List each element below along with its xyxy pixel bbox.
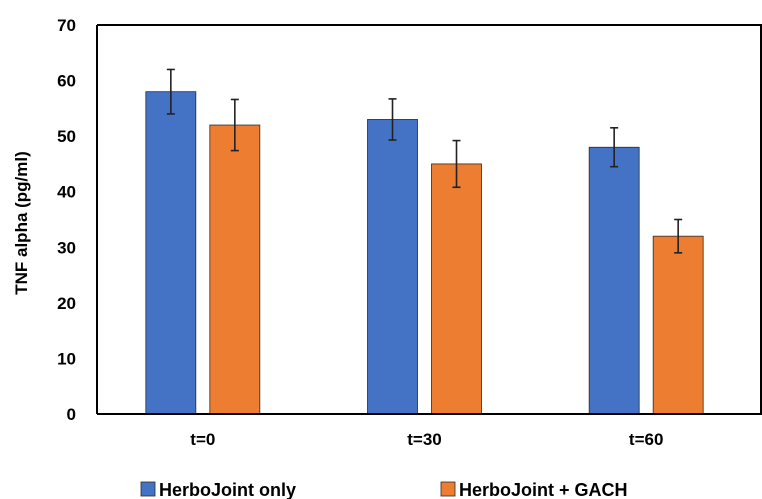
y-tick-label: 70 bbox=[57, 16, 76, 35]
legend-label-herbojoint-only: HerboJoint only bbox=[159, 480, 296, 499]
bars bbox=[145, 91, 704, 415]
error-bar bbox=[610, 127, 619, 168]
legend-label-herbojoint-gach: HerboJoint + GACH bbox=[459, 480, 628, 499]
y-tick-label: 40 bbox=[57, 183, 76, 202]
y-tick-label: 60 bbox=[57, 72, 76, 91]
y-tick-label: 30 bbox=[57, 238, 76, 257]
y-tick-label: 50 bbox=[57, 127, 76, 146]
bar-herbojoint-gach-t30 bbox=[431, 163, 482, 415]
bar-herbojoint-only-t0 bbox=[145, 91, 197, 415]
legend-swatch-herbojoint-only bbox=[140, 481, 156, 497]
error-bar bbox=[674, 218, 683, 254]
y-tick-label: 0 bbox=[67, 405, 76, 424]
error-bars bbox=[166, 68, 683, 254]
y-axis-ticks: 0 10 20 30 40 50 60 70 bbox=[57, 16, 76, 424]
legend: HerboJoint only HerboJoint + GACH bbox=[140, 480, 628, 499]
x-tick-label: t=30 bbox=[407, 430, 442, 449]
error-bar bbox=[452, 139, 461, 189]
x-tick-label: t=60 bbox=[629, 430, 664, 449]
x-tick-label: t=0 bbox=[190, 430, 215, 449]
x-axis-ticks: t=0 t=30 t=60 bbox=[190, 430, 663, 449]
bar-herbojoint-only-t60 bbox=[588, 146, 640, 415]
error-bar bbox=[230, 98, 239, 152]
bar-herbojoint-only-t30 bbox=[367, 119, 418, 415]
y-tick-label: 10 bbox=[57, 349, 76, 368]
bar-herbojoint-gach-t60 bbox=[652, 235, 704, 415]
bar-herbojoint-gach-t0 bbox=[209, 124, 261, 415]
y-tick-label: 20 bbox=[57, 294, 76, 313]
error-bar bbox=[388, 98, 397, 141]
error-bar bbox=[166, 68, 175, 115]
legend-swatch-herbojoint-gach bbox=[440, 481, 456, 497]
y-axis-label: TNF alpha (pg/ml) bbox=[12, 151, 31, 295]
